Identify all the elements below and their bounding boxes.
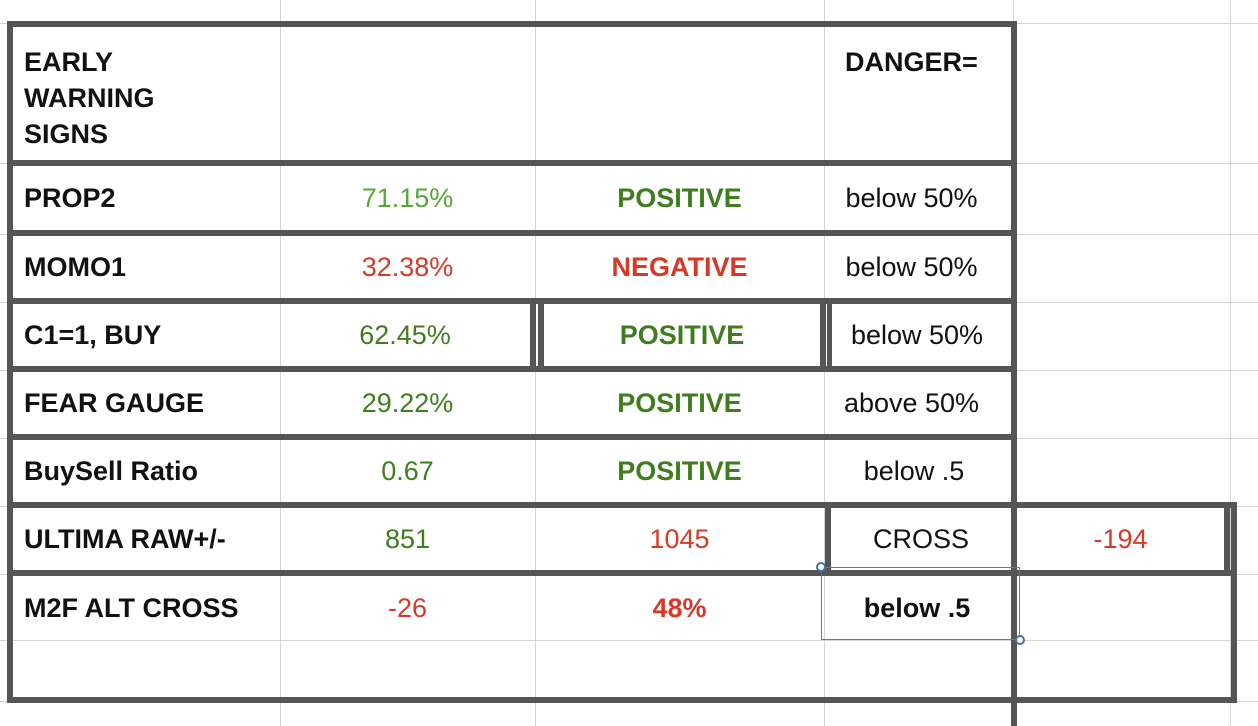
row-signal[interactable]: 48% <box>652 592 707 623</box>
row-signal[interactable]: POSITIVE <box>617 387 742 418</box>
table-border <box>1224 502 1230 576</box>
row-signal[interactable]: 1045 <box>649 523 710 554</box>
table-border <box>538 298 544 372</box>
row-signal[interactable]: NEGATIVE <box>611 251 748 282</box>
row-value[interactable]: 0.67 <box>381 455 434 486</box>
gridline <box>1230 0 1231 726</box>
gridline <box>0 640 1258 641</box>
row-extra[interactable]: -194 <box>1093 523 1148 554</box>
header-title: EARLY WARNING SIGNS <box>24 44 155 152</box>
row-danger[interactable]: below 50% <box>845 251 978 282</box>
cell-selection[interactable] <box>821 567 1020 640</box>
table-border <box>1011 21 1017 726</box>
row-value[interactable]: 62.45% <box>359 319 451 350</box>
header-title-line: EARLY <box>24 47 114 77</box>
row-label[interactable]: ULTIMA RAW+/- <box>24 523 226 554</box>
header-title-line: WARNING <box>24 83 155 113</box>
row-value[interactable]: 851 <box>384 523 431 554</box>
row-value[interactable]: 32.38% <box>361 251 454 282</box>
row-label[interactable]: FEAR GAUGE <box>24 387 205 418</box>
table-border <box>1231 502 1237 703</box>
row-signal[interactable]: POSITIVE <box>619 319 745 350</box>
table-border <box>7 697 1237 703</box>
row-danger[interactable]: above 50% <box>843 387 980 418</box>
row-label[interactable]: BuySell Ratio <box>24 455 199 486</box>
selection-handle-top-left[interactable] <box>816 562 826 572</box>
gridline <box>280 0 281 726</box>
table-border <box>7 230 1017 236</box>
row-danger[interactable]: below 50% <box>850 319 984 350</box>
table-border <box>7 366 1017 372</box>
table-border <box>7 21 13 702</box>
table-border <box>7 298 1017 304</box>
row-danger[interactable]: below 50% <box>845 182 978 213</box>
row-danger[interactable]: CROSS <box>872 523 970 554</box>
table-border <box>530 298 536 372</box>
table-border <box>827 298 832 372</box>
header-title-line: SIGNS <box>24 119 109 149</box>
row-label[interactable]: M2F ALT CROSS <box>24 592 239 623</box>
row-label[interactable]: PROP2 <box>24 182 116 213</box>
table-border <box>7 160 1017 166</box>
row-signal[interactable]: POSITIVE <box>617 455 742 486</box>
row-value[interactable]: 29.22% <box>361 387 454 418</box>
row-danger[interactable]: below .5 <box>863 455 965 486</box>
danger-header: DANGER= <box>845 47 978 77</box>
row-label[interactable]: C1=1, BUY <box>24 319 162 350</box>
row-danger[interactable]: below .5 <box>863 592 971 623</box>
table-border <box>7 570 1237 576</box>
table-border <box>7 434 1017 440</box>
row-label[interactable]: MOMO1 <box>24 251 127 282</box>
row-value[interactable]: -26 <box>387 592 428 623</box>
row-value[interactable]: 71.15% <box>361 182 454 213</box>
table-border <box>7 21 1017 27</box>
row-signal[interactable]: POSITIVE <box>617 182 742 213</box>
table-border <box>825 502 831 576</box>
selection-handle-bottom-right[interactable] <box>1015 635 1025 645</box>
table-border <box>7 502 1237 508</box>
table-border <box>820 298 826 372</box>
